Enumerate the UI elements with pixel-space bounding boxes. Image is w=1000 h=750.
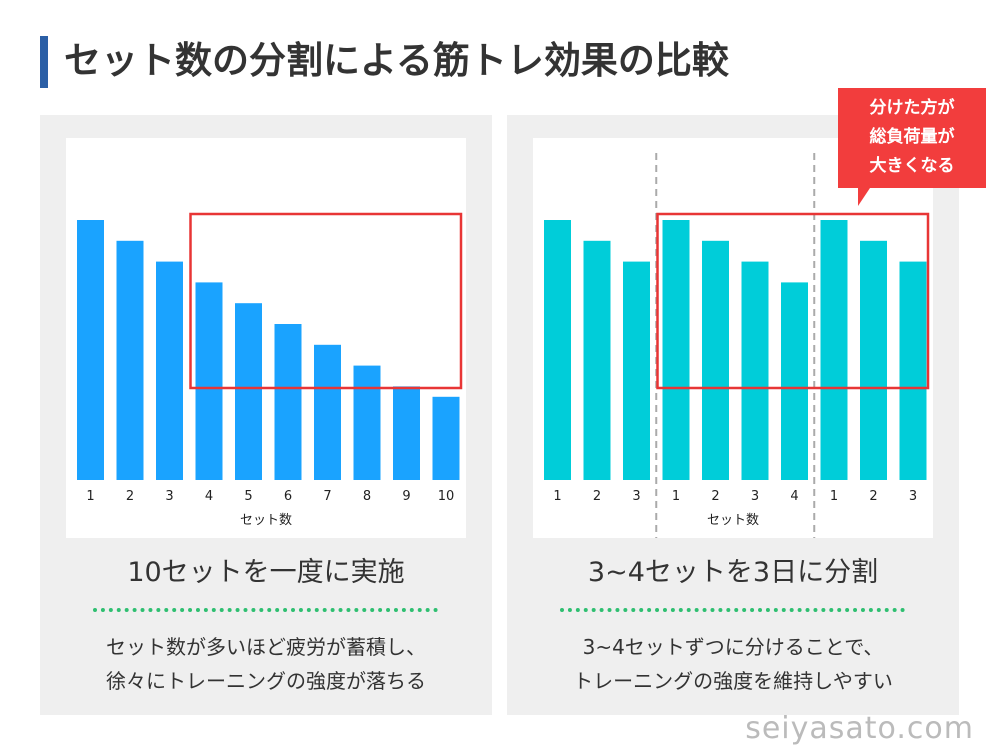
callout-line-1: 分けた方が (869, 98, 955, 118)
right-bar-4 (662, 220, 690, 480)
callout-tail (858, 188, 870, 206)
right-tick-label-3: 3 (632, 489, 640, 504)
left-tick-label-6: 6 (284, 489, 292, 504)
left-panel: 1 2 3 4 5 6 7 8 9 10 セット数 10セットを一度に実施 セット数が多いほど疲労が… (40, 115, 492, 715)
right-bar-8 (820, 220, 848, 480)
left-tick-label-2: 2 (126, 489, 134, 504)
right-tick-label-4: 1 (672, 489, 680, 504)
callout-line-2: 総負荷量が (869, 127, 955, 147)
left-chart-svg: 1 2 3 4 5 6 7 8 9 10 セット数 (77, 212, 463, 528)
right-bar-9 (860, 240, 887, 480)
right-highlight-box (656, 212, 930, 390)
left-bar-2 (116, 240, 144, 480)
right-tick-label-10: 3 (909, 489, 917, 504)
right-dotted-divider (560, 608, 905, 612)
left-description-line-2: 徐々にトレーニングの強度が落ちる (106, 669, 426, 693)
right-panel: 1 2 3 1 2 3 4 1 2 3 セット数 3~4セットを3日に分割 3~4セットずつに分ける… (507, 115, 959, 715)
left-bar-4 (195, 282, 223, 480)
left-bar-8 (353, 365, 381, 480)
left-heading: 10セットを一度に実施 (127, 557, 405, 588)
left-bar-3 (156, 261, 183, 480)
title-accent-bar (40, 36, 48, 88)
left-x-axis-label: セット数 (240, 513, 292, 528)
right-tick-label-1: 1 (553, 489, 561, 504)
page-title: セット数の分割による筋トレ効果の比較 (64, 39, 729, 82)
left-bar-10 (432, 396, 460, 480)
left-bar-1 (77, 220, 104, 480)
right-bar-3 (623, 261, 650, 480)
right-description-line-2: トレーニングの強度を維持しやすい (573, 669, 893, 693)
right-tick-label-2: 2 (593, 489, 601, 504)
right-bar-1 (544, 220, 571, 480)
right-description-line-1: 3~4セットずつに分けることで、 (582, 635, 884, 659)
right-chart-svg: 1 2 3 1 2 3 4 1 2 3 セット数 (544, 153, 930, 538)
right-description: 3~4セットずつに分けることで、 トレーニングの強度を維持しやすい (507, 630, 959, 698)
right-bar-5 (702, 240, 729, 480)
left-description-line-1: セット数が多いほど疲労が蓄積し、 (106, 635, 426, 659)
left-highlight-box (189, 212, 463, 390)
left-bar-9 (393, 386, 420, 480)
right-bar-2 (583, 240, 611, 480)
left-tick-label-9: 9 (402, 489, 410, 504)
watermark: seiyasato.com (745, 711, 974, 746)
right-tick-label-9: 2 (869, 489, 877, 504)
right-bar-6 (741, 261, 769, 480)
left-tick-label-8: 8 (363, 489, 371, 504)
left-tick-label-5: 5 (244, 489, 252, 504)
left-tick-label-3: 3 (165, 489, 173, 504)
right-chart: 1 2 3 1 2 3 4 1 2 3 セット数 (533, 138, 933, 538)
left-tick-label-1: 1 (86, 489, 94, 504)
right-tick-label-5: 2 (711, 489, 719, 504)
right-bar-7 (781, 282, 808, 480)
left-description: セット数が多いほど疲労が蓄積し、 徐々にトレーニングの強度が落ちる (40, 630, 492, 698)
callout-line-3: 大きくなる (869, 156, 955, 176)
right-tick-label-8: 1 (830, 489, 838, 504)
left-tick-label-4: 4 (205, 489, 213, 504)
right-bar-10 (899, 261, 927, 480)
left-bar-5 (235, 303, 262, 480)
left-tick-label-7: 7 (323, 489, 331, 504)
left-dotted-divider (93, 608, 438, 612)
right-tick-label-6: 3 (751, 489, 759, 504)
right-tick-label-7: 4 (790, 489, 798, 504)
right-x-axis-label: セット数 (707, 513, 759, 528)
left-bar-6 (274, 324, 302, 480)
right-heading: 3~4セットを3日に分割 (587, 557, 879, 588)
callout-box: 分けた方が 総負荷量が 大きくなる (838, 88, 986, 188)
left-bar-7 (314, 344, 341, 480)
left-tick-label-10: 10 (438, 489, 455, 504)
left-chart: 1 2 3 4 5 6 7 8 9 10 セット数 (66, 138, 466, 538)
